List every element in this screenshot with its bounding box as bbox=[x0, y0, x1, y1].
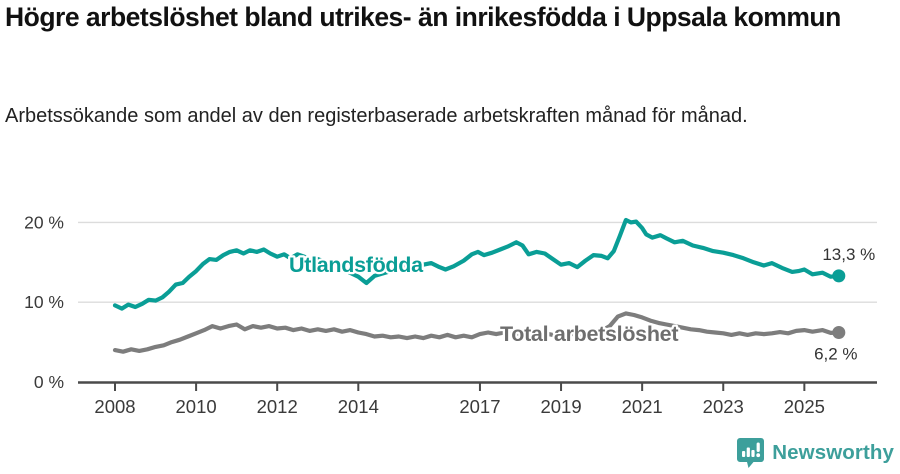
series-end-dot-total bbox=[832, 326, 846, 340]
exclamation-dot-icon bbox=[756, 453, 761, 458]
bar-tall-icon bbox=[746, 447, 751, 457]
y-tick-label: 0 % bbox=[34, 372, 64, 392]
y-tick-label: 20 % bbox=[24, 212, 64, 232]
speech-bubble-shape bbox=[737, 438, 765, 468]
y-tick-label: 10 % bbox=[24, 292, 64, 312]
x-tick-label: 2017 bbox=[459, 396, 500, 417]
brand-name: Newsworthy bbox=[772, 441, 894, 464]
bar-small-icon bbox=[742, 451, 746, 457]
x-tick-label: 2019 bbox=[540, 396, 581, 417]
chart-subtitle: Arbetssökande som andel av den registerb… bbox=[5, 105, 748, 127]
x-tick-label: 2021 bbox=[622, 396, 663, 417]
exclamation-stem-icon bbox=[756, 442, 761, 452]
x-tick-label: 2008 bbox=[94, 396, 135, 417]
series-end-dot-utlandsfodda bbox=[832, 269, 846, 283]
x-tick-label: 2014 bbox=[338, 396, 379, 417]
series-line-utlandsfodda bbox=[112, 217, 841, 311]
series-label: Total arbetslöshet bbox=[500, 322, 678, 346]
bar-medium-icon bbox=[751, 450, 755, 457]
x-tick-label: 2012 bbox=[257, 396, 298, 417]
brand-footer: Newsworthy bbox=[737, 438, 894, 468]
x-tick-label: 2010 bbox=[176, 396, 217, 417]
newsworthy-logo-icon bbox=[737, 438, 765, 468]
x-tick-label: 2023 bbox=[703, 396, 744, 417]
series-label: Utlandsfödda bbox=[289, 253, 424, 277]
end-value-label: 13,3 % bbox=[822, 245, 875, 264]
series-line-total bbox=[112, 311, 841, 354]
end-value-label: 6,2 % bbox=[814, 345, 857, 364]
x-tick-label: 2025 bbox=[784, 396, 825, 417]
page-title: Högre arbetslöshet bland utrikes- än inr… bbox=[5, 2, 841, 32]
